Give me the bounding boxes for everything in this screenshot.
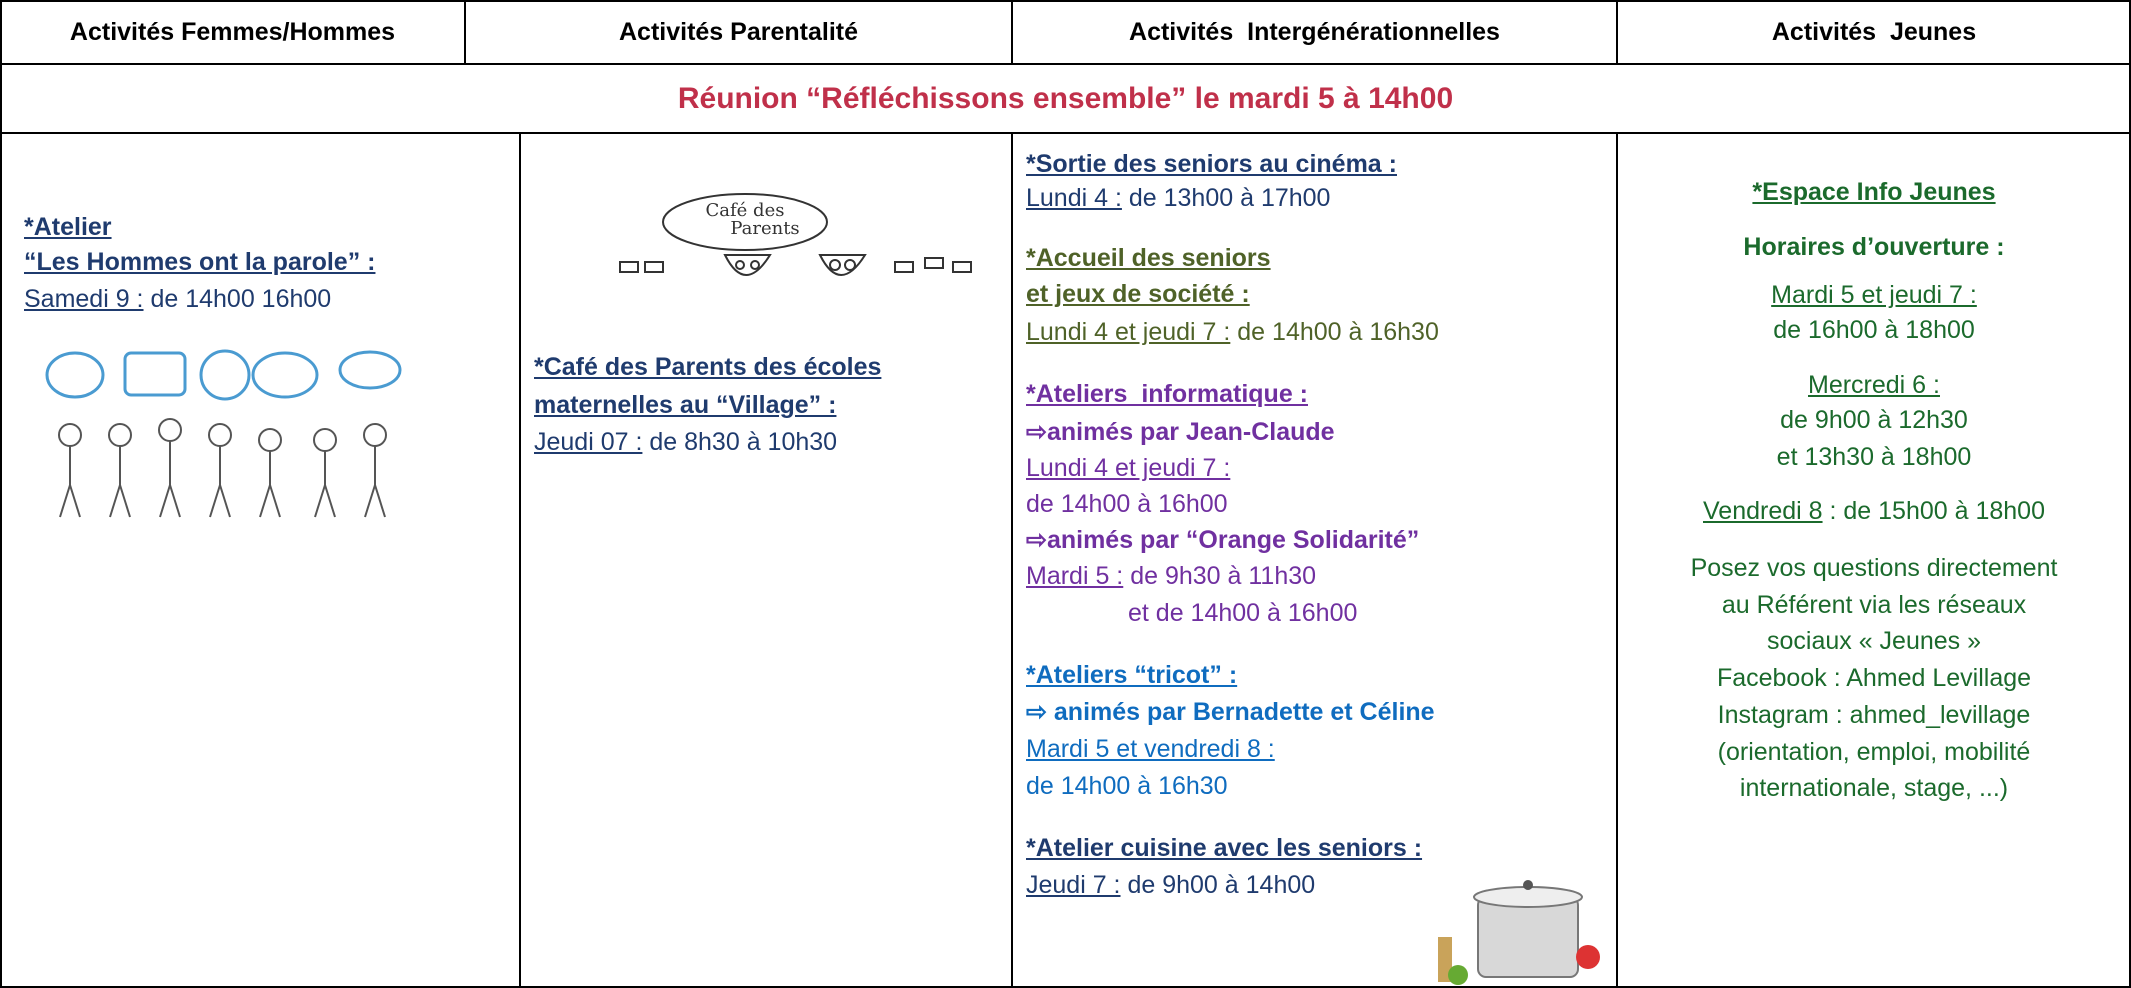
- activity-title: maternelles au “Village” :: [534, 391, 837, 419]
- activity-title: *Accueil des seniors: [1026, 244, 1271, 272]
- activity-title: “Les Hommes ont la parole” :: [24, 248, 376, 276]
- time: de 14h00 à 16h30: [1026, 772, 1228, 800]
- activity-title: *Espace Info Jeunes: [1752, 178, 1996, 206]
- day: Mardi 5 et vendredi 8 :: [1026, 735, 1275, 763]
- time: de 14h00 à 16h30: [1237, 318, 1439, 346]
- border: [464, 0, 466, 64]
- schedule: Jeudi 07 : de 8h30 à 10h30: [534, 425, 837, 459]
- schedule: Samedi 9 : de 14h00 16h00: [24, 282, 331, 316]
- day: Lundi 4 et jeudi 7 :: [1026, 318, 1231, 346]
- border: [1011, 0, 1013, 64]
- border: [0, 986, 2131, 988]
- time: de 14h00 à 16h00: [1026, 490, 1228, 518]
- column-header: Activités Intergénérationnelles: [1129, 18, 1500, 46]
- info: Facebook : Ahmed Levillage: [1716, 664, 2032, 692]
- activity-title: *Ateliers informatique :: [1026, 380, 1308, 408]
- time: de 9h00 à 12h30: [1780, 406, 1968, 434]
- activity-title: et jeux de société :: [1026, 280, 1250, 308]
- column-header: Activités Jeunes: [1771, 18, 1977, 46]
- day: Lundi 4 et jeudi 7 :: [1026, 454, 1231, 482]
- border: [1616, 0, 1618, 64]
- info: sociaux « Jeunes »: [1766, 627, 1982, 655]
- border: [1011, 133, 1013, 988]
- day: Mardi 5 :: [1026, 562, 1124, 590]
- time: de 13h00 à 17h00: [1128, 184, 1331, 212]
- activity-title: *Café des Parents des écoles: [534, 353, 882, 381]
- time: de 9h30 à 11h30: [1130, 562, 1317, 590]
- time: : de 15h00 à 18h00: [1829, 497, 2045, 525]
- group: ⇨ animés par Bernadette et Céline: [1026, 698, 1435, 726]
- activity-title: *Atelier cuisine avec les seniors :: [1026, 834, 1423, 862]
- border: [0, 132, 2131, 134]
- schedule: Jeudi 7 : de 9h00 à 14h00: [1026, 868, 1315, 902]
- info: au Référent via les réseaux: [1721, 591, 2027, 619]
- time: de 14h00 16h00: [150, 285, 332, 313]
- column-header: Activités Parentalité: [619, 18, 858, 46]
- info: Instagram : ahmed_levillage: [1717, 701, 2031, 729]
- time: de 16h00 à 18h00: [1773, 316, 1975, 344]
- day: Vendredi 8: [1703, 497, 1823, 525]
- day: Mardi 5 et jeudi 7 :: [1771, 281, 1977, 309]
- schedule: Vendredi 8 : de 15h00 à 18h00: [1617, 494, 2131, 528]
- schedule: Lundi 4 : de 13h00 à 17h00: [1026, 181, 1330, 215]
- pot-illustration: [1438, 880, 1600, 985]
- subtitle: Horaires d’ouverture :: [1743, 233, 2005, 261]
- activity-title: *Atelier: [24, 213, 112, 241]
- time: de 8h30 à 10h30: [649, 428, 838, 456]
- border: [0, 0, 2, 988]
- border: [1616, 133, 1618, 988]
- activity-title: *Ateliers “tricot” :: [1026, 661, 1238, 689]
- day: Lundi 4 :: [1026, 184, 1122, 212]
- day: Mercredi 6 :: [1808, 371, 1940, 399]
- border: [2129, 0, 2131, 988]
- border: [0, 63, 2131, 65]
- time: et 13h30 à 18h00: [1776, 443, 1972, 471]
- day: Jeudi 07 :: [534, 428, 643, 456]
- cafe-text: Parents: [730, 218, 799, 239]
- column-header: Activités Femmes/Hommes: [69, 18, 396, 46]
- border: [519, 133, 521, 988]
- cafe-illustration: Café des Parents: [619, 193, 972, 276]
- info: (orientation, emploi, mobilité: [1717, 738, 2031, 766]
- time: et de 14h00 à 16h00: [1128, 599, 1358, 627]
- group: ⇨animés par “Orange Solidarité”: [1026, 526, 1420, 554]
- info: Posez vos questions directement: [1690, 554, 2058, 582]
- people-illustration: [45, 349, 402, 518]
- day: Jeudi 7 :: [1026, 871, 1121, 899]
- banner: Réunion “Réfléchissons ensemble” le mard…: [677, 82, 1454, 115]
- schedule: Lundi 4 et jeudi 7 : de 14h00 à 16h30: [1026, 315, 1439, 349]
- activity-title: *Sortie des seniors au cinéma :: [1026, 150, 1397, 178]
- schedule: Mardi 5 : de 9h30 à 11h30: [1026, 559, 1316, 593]
- group: ⇨animés par Jean-Claude: [1026, 418, 1335, 446]
- border: [0, 0, 2131, 2]
- info: internationale, stage, ...): [1739, 774, 2009, 802]
- day: Samedi 9 :: [24, 285, 144, 313]
- cafe-text: Café des: [706, 200, 785, 221]
- time: de 9h00 à 14h00: [1127, 871, 1316, 899]
